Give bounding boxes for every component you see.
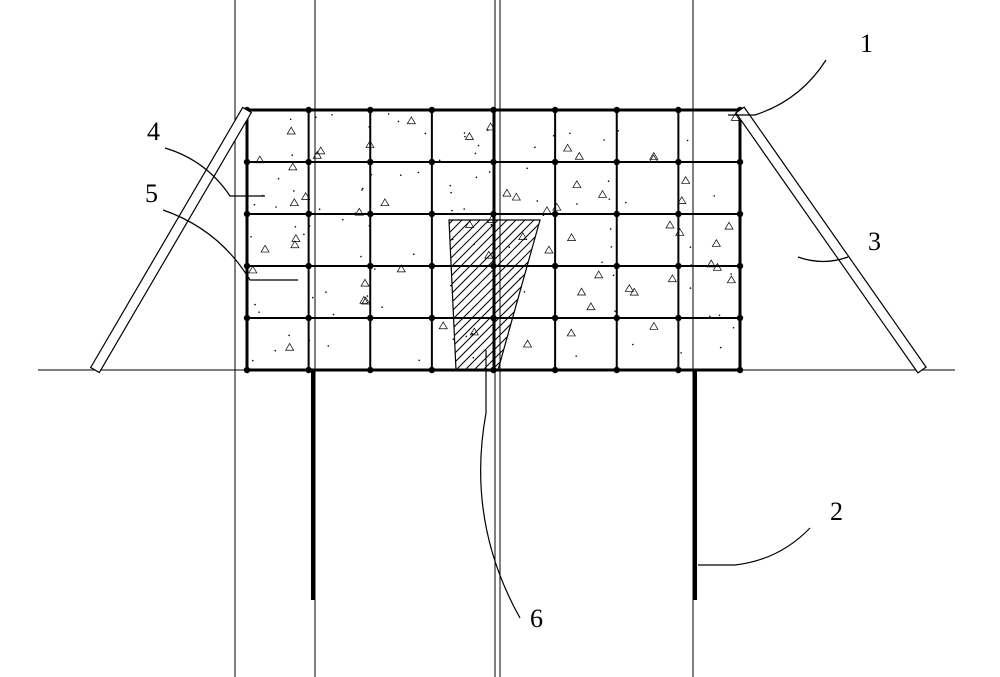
rebar-node xyxy=(675,211,681,217)
callout-label-6: 6 xyxy=(530,604,543,633)
rebar-node xyxy=(614,211,620,217)
callout-5: 5 xyxy=(145,179,298,280)
rebar-node xyxy=(429,211,435,217)
rebar-node xyxy=(367,159,373,165)
rebar-node xyxy=(675,107,681,113)
rebar-node xyxy=(614,315,620,321)
rebar-node xyxy=(367,315,373,321)
diagram-canvas: 1 4 5 3 2 6 xyxy=(0,0,1000,677)
rebar-node xyxy=(244,159,250,165)
rebar-node xyxy=(244,315,250,321)
rebar-node xyxy=(305,107,311,113)
rebar-node xyxy=(614,159,620,165)
rebar-node xyxy=(737,159,743,165)
rebar-node xyxy=(552,159,558,165)
callout-label-5: 5 xyxy=(145,179,158,208)
rebar-node xyxy=(614,107,620,113)
rebar-node xyxy=(490,159,496,165)
callout-1: 1 xyxy=(728,29,873,115)
callout-2: 2 xyxy=(698,497,843,565)
rebar-node xyxy=(675,159,681,165)
hatched-core xyxy=(249,220,732,370)
rebar-node xyxy=(429,107,435,113)
rebar-node xyxy=(737,367,743,373)
rebar-node xyxy=(490,315,496,321)
rebar-node xyxy=(552,263,558,269)
rebar-node xyxy=(429,159,435,165)
rebar-node xyxy=(367,211,373,217)
rebar-node xyxy=(675,263,681,269)
rebar-node xyxy=(614,367,620,373)
callout-label-4: 4 xyxy=(147,117,160,146)
rebar-node xyxy=(305,211,311,217)
rebar-node xyxy=(367,263,373,269)
rebar-node xyxy=(490,107,496,113)
rebar-node xyxy=(367,367,373,373)
rebar-node xyxy=(429,263,435,269)
rebar-node xyxy=(737,211,743,217)
left-brace xyxy=(91,107,252,372)
rebar-node xyxy=(490,211,496,217)
rebar-node xyxy=(429,315,435,321)
rebar-node xyxy=(305,159,311,165)
rebar-node xyxy=(552,367,558,373)
rebar-node xyxy=(244,211,250,217)
rebar-node xyxy=(675,367,681,373)
rebar-node xyxy=(552,211,558,217)
rebar-node xyxy=(490,263,496,269)
rebar-node xyxy=(737,263,743,269)
rebar-node xyxy=(614,263,620,269)
callout-label-2: 2 xyxy=(830,497,843,526)
callout-label-1: 1 xyxy=(860,29,873,58)
callout-6: 6 xyxy=(481,350,543,633)
rebar-node xyxy=(675,315,681,321)
rebar-node xyxy=(305,263,311,269)
rebar-node xyxy=(552,107,558,113)
rebar-node xyxy=(244,263,250,269)
rebar-node xyxy=(737,315,743,321)
rebar-node xyxy=(367,107,373,113)
rebar-node xyxy=(244,367,250,373)
callout-label-3: 3 xyxy=(868,227,881,256)
rebar-node xyxy=(305,315,311,321)
rebar-node xyxy=(305,367,311,373)
rebar-node xyxy=(552,315,558,321)
right-brace xyxy=(736,107,926,373)
rebar-block xyxy=(244,107,743,373)
rebar-node xyxy=(429,367,435,373)
